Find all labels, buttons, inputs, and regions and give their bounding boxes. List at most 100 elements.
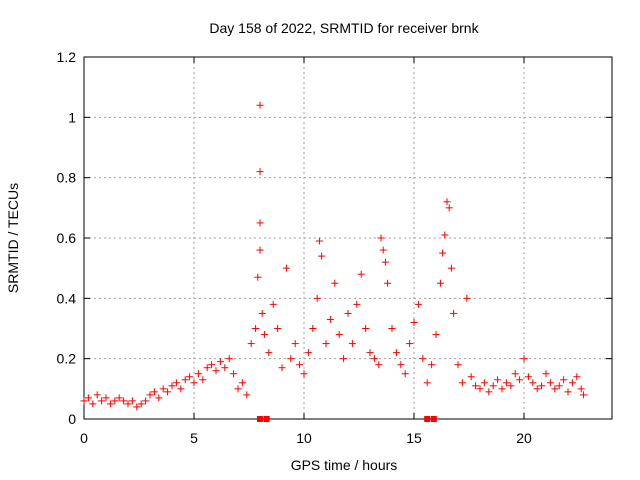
data-point — [443, 198, 451, 206]
data-point — [177, 385, 185, 393]
data-point — [300, 370, 308, 378]
data-point — [533, 385, 541, 393]
data-point — [538, 382, 546, 390]
data-point — [225, 355, 233, 363]
data-point — [93, 391, 101, 399]
data-point — [516, 376, 524, 384]
data-point — [564, 388, 572, 396]
data-point — [256, 168, 264, 176]
flag-marker — [424, 416, 431, 422]
data-point — [362, 325, 370, 332]
data-point — [186, 373, 194, 381]
data-point — [278, 364, 286, 372]
y-tick-label: 0 — [68, 411, 76, 427]
y-tick-label: 0.4 — [57, 290, 77, 306]
y-tick-label: 1 — [68, 109, 76, 125]
x-tick-label: 15 — [406, 430, 422, 446]
data-point — [454, 361, 462, 369]
data-point — [181, 376, 189, 384]
data-point — [397, 361, 405, 369]
data-point — [234, 385, 242, 393]
data-point — [98, 397, 106, 405]
data-point — [370, 355, 378, 363]
data-point — [463, 294, 471, 302]
data-point — [577, 385, 585, 393]
data-point — [309, 325, 317, 332]
x-tick-label: 20 — [516, 430, 532, 446]
y-tick-label: 1.2 — [57, 49, 77, 65]
data-point — [216, 358, 224, 366]
data-point — [423, 379, 431, 387]
data-point — [199, 376, 207, 384]
data-point — [551, 385, 559, 393]
flag-marker — [263, 416, 270, 422]
data-point — [441, 231, 449, 239]
data-point — [106, 400, 114, 408]
data-point — [208, 361, 216, 369]
data-point — [137, 400, 145, 408]
data-point — [254, 273, 262, 281]
data-point — [318, 252, 326, 260]
data-point — [296, 361, 304, 369]
data-point — [375, 361, 383, 369]
x-tick-label: 5 — [190, 430, 198, 446]
data-point — [529, 379, 537, 387]
data-point — [243, 391, 251, 399]
data-point — [212, 367, 220, 375]
data-point — [124, 400, 132, 408]
data-point — [256, 246, 264, 254]
data-point — [335, 331, 343, 339]
data-point — [428, 361, 436, 369]
data-point — [326, 315, 334, 323]
data-point — [507, 382, 515, 390]
data-point — [573, 373, 581, 381]
flag-marker — [257, 416, 263, 422]
data-point — [560, 376, 568, 384]
data-point — [494, 376, 502, 384]
data-point — [520, 355, 528, 363]
y-tick-label: 0.2 — [57, 351, 77, 367]
data-point — [260, 331, 268, 339]
data-point — [150, 388, 158, 396]
data-point — [542, 370, 550, 378]
data-point — [172, 379, 180, 387]
data-point — [458, 379, 466, 387]
data-point — [256, 219, 264, 227]
y-axis: 0 0.2 0.4 0.6 0.8 1 1.2 — [57, 49, 612, 427]
data-point — [377, 234, 385, 242]
data-point — [384, 279, 392, 287]
data-point — [381, 258, 389, 266]
data-point — [274, 325, 282, 332]
data-point — [366, 349, 374, 357]
data-point — [555, 382, 563, 390]
data-point — [436, 279, 444, 287]
data-point — [340, 355, 348, 363]
data-point — [498, 385, 506, 393]
data-point — [80, 397, 88, 405]
data-point — [392, 349, 400, 357]
data-point — [265, 349, 273, 357]
data-point — [348, 340, 356, 348]
data-point — [472, 382, 480, 390]
data-point — [414, 300, 422, 308]
data-point — [89, 400, 97, 408]
data-point — [111, 397, 119, 405]
data-point — [258, 309, 266, 317]
data-point — [142, 397, 150, 405]
data-point — [313, 294, 321, 302]
data-point — [439, 249, 447, 257]
y-tick-label: 0.6 — [57, 230, 77, 246]
data-point — [379, 246, 387, 254]
data-point — [511, 370, 519, 378]
data-point — [476, 385, 484, 393]
data-point — [579, 391, 587, 399]
data-point — [194, 370, 202, 378]
data-point — [102, 394, 110, 402]
data-points — [80, 101, 587, 411]
chart-title: Day 158 of 2022, SRMTID for receiver brn… — [209, 20, 479, 36]
data-point — [480, 379, 488, 387]
data-point — [269, 300, 277, 308]
data-point — [410, 318, 418, 326]
data-point — [230, 370, 238, 378]
data-point — [128, 397, 136, 405]
